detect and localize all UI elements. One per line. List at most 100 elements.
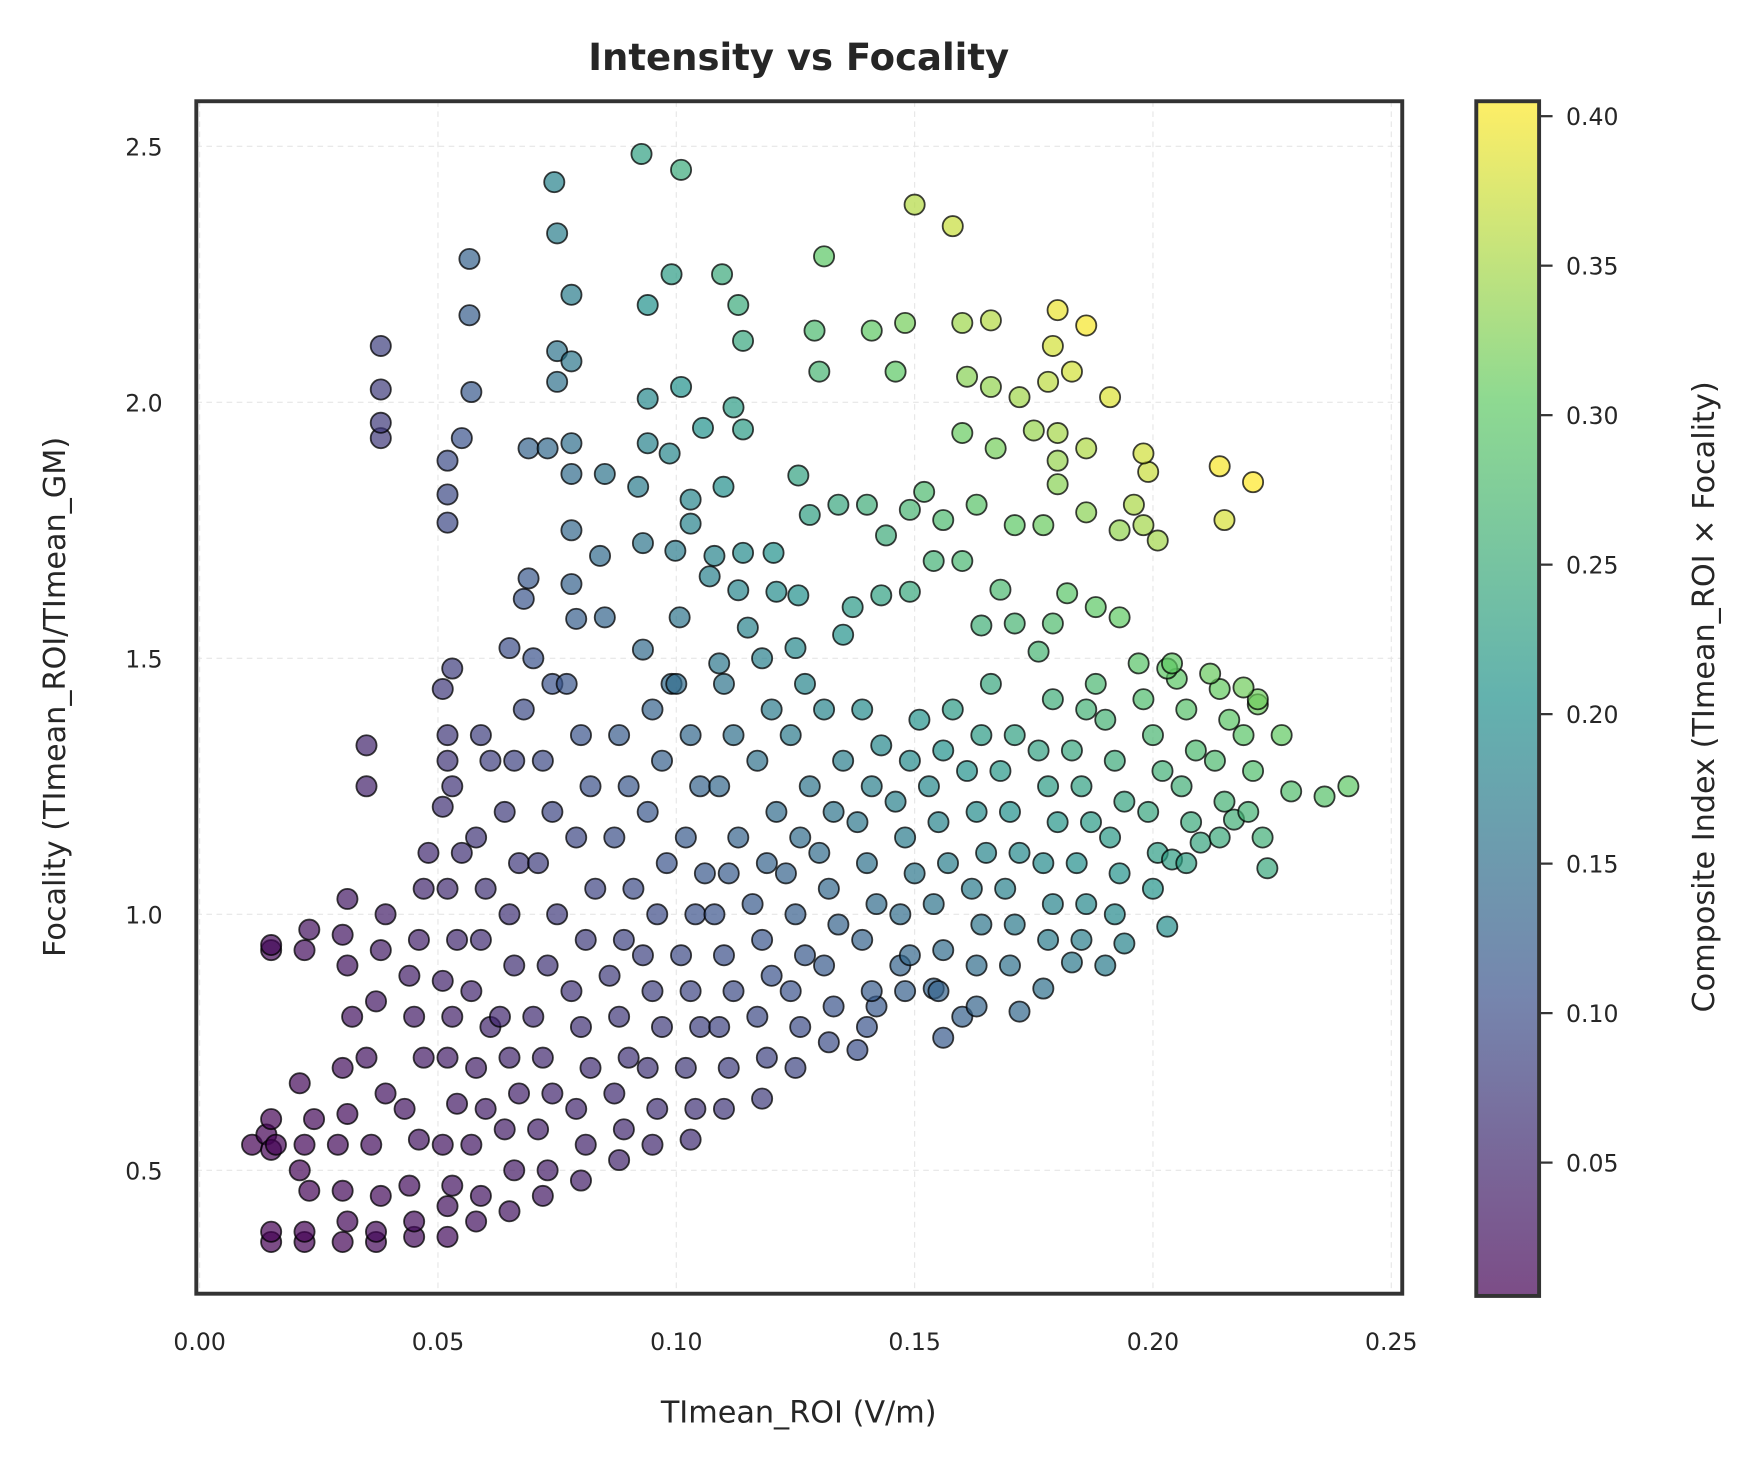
data-point [860,775,883,798]
data-point [898,498,921,521]
data-point [474,1097,497,1120]
data-point [288,1072,311,1095]
data-point [660,263,683,286]
data-point [369,939,392,962]
data-point [288,1159,311,1182]
data-point [698,565,721,588]
data-point [508,1082,531,1105]
data-point [808,841,831,864]
x-axis-ticks: 0.00 0.05 0.10 0.15 0.20 0.25 [173,1328,1417,1356]
data-point [994,877,1017,900]
data-point [922,550,945,573]
data-point [560,980,583,1003]
data-point [641,980,664,1003]
data-point [727,579,750,602]
data-point [436,877,459,900]
data-point [474,877,497,900]
data-point [503,749,526,772]
data-point [1156,915,1179,938]
y-tick-label: 1.5 [125,645,162,673]
data-point [898,580,921,603]
data-point [341,1005,364,1028]
data-point [636,387,659,410]
data-point [560,573,583,596]
data-point [1037,928,1060,951]
x-tick-label: 0.15 [888,1328,940,1356]
data-point [1313,785,1336,808]
data-point [441,657,464,680]
data-point [1161,652,1184,675]
data-point [565,826,588,849]
data-point [787,464,810,487]
data-point [1094,708,1117,731]
data-point [822,995,845,1018]
data-point [1099,826,1122,849]
colorbar-tick-label: 0.05 [1566,1150,1618,1178]
data-point [670,944,693,967]
data-point [875,524,898,547]
points-layer [241,142,1360,1253]
data-point [960,877,983,900]
data-point [465,1210,488,1233]
data-point [917,775,940,798]
data-point [798,503,821,526]
data-point [1175,698,1198,721]
data-point [365,990,388,1013]
data-point [641,1133,664,1156]
data-point [984,437,1007,460]
data-point [469,724,492,747]
data-point [336,954,359,977]
data-point [326,1133,349,1156]
data-point [469,1184,492,1207]
data-point [393,1097,416,1120]
data-point [979,309,1002,332]
data-point [527,1118,550,1141]
data-point [560,462,583,485]
data-point [765,580,788,603]
data-point [369,334,392,357]
data-point [1113,932,1136,955]
data-point [1141,724,1164,747]
colorbar-tick-label: 0.30 [1566,402,1618,430]
colorbar-label: Composite Index (TImean_ROI × Focality) [1687,381,1722,1012]
data-point [1075,893,1098,916]
data-point [374,1082,397,1105]
data-point [794,672,816,695]
data-point [894,826,917,849]
data-point [841,596,864,619]
data-point [1213,790,1236,813]
x-axis-label: TImean_ROI (V/m) [660,1396,937,1431]
data-point [1075,437,1098,460]
data-point [560,519,583,542]
data-point [932,939,955,962]
data-point [865,893,888,916]
data-point [884,790,907,813]
data-point [665,672,688,695]
data-point [746,749,769,772]
data-point [441,1174,464,1197]
data-point [617,1046,640,1069]
data-point [817,1031,840,1054]
data-point [1037,775,1060,798]
data-point [498,1200,521,1223]
data-point [1232,724,1255,747]
data-point [555,672,578,695]
data-point [860,980,883,1003]
data-point [932,1026,955,1049]
data-point [1246,688,1269,711]
data-point [1103,749,1126,772]
data-point [692,416,714,439]
data-point [636,432,659,455]
y-tick-label: 1.0 [125,901,162,929]
data-point [1108,519,1131,542]
data-point [336,887,359,910]
data-point [722,724,745,747]
data-point [746,1005,769,1028]
data-point [603,826,626,849]
colorbar-ticks: 0.05 0.10 0.15 0.20 0.25 0.30 0.35 0.40 [1540,103,1618,1178]
data-point [450,841,473,864]
data-point [636,800,659,823]
data-point [469,928,492,951]
colorbar-tick-label: 0.15 [1566,851,1618,879]
data-point [762,541,785,564]
